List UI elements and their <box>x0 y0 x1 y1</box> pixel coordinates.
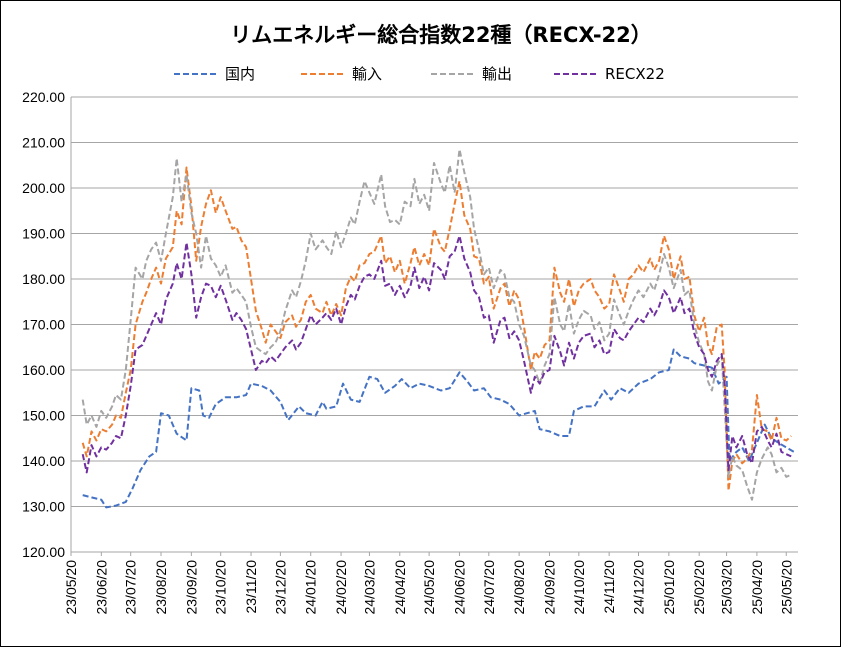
y-tick-label: 210.00 <box>22 135 65 151</box>
legend-label: 輸入 <box>352 65 382 83</box>
y-tick-label: 120.00 <box>22 544 65 560</box>
x-tick-label: 25/03/20 <box>719 560 735 615</box>
series-line <box>81 148 792 501</box>
x-tick-label: 25/04/20 <box>749 560 765 615</box>
legend-label: RECX22 <box>605 65 665 83</box>
chart-title: リムエネルギー総合指数22種（RECX-22） <box>230 23 652 47</box>
x-tick-label: 23/12/20 <box>272 560 288 615</box>
x-tick-label: 24/03/20 <box>361 560 377 615</box>
x-tick-label: 24/07/20 <box>481 560 497 615</box>
x-tick-label: 24/11/20 <box>601 560 617 614</box>
y-tick-label: 200.00 <box>22 180 65 196</box>
legend-label: 輸出 <box>482 65 512 83</box>
y-tick-label: 170.00 <box>22 317 65 333</box>
x-tick-label: 25/02/20 <box>691 560 707 615</box>
x-axis: 23/05/20 23/06/20 23/07/20 23/08/20 23/09/20… <box>63 551 798 615</box>
x-tick-label: 24/06/20 <box>451 560 467 615</box>
y-tick-label: 180.00 <box>22 271 65 287</box>
x-tick-label: 23/11/20 <box>243 560 259 614</box>
y-tick-label: 150.00 <box>22 408 65 424</box>
y-tick-label: 130.00 <box>22 499 65 515</box>
legend-label: 国内 <box>225 65 255 83</box>
x-tick-label: 25/05/20 <box>778 560 794 615</box>
x-tick-label: 23/05/20 <box>63 560 79 615</box>
x-tick-label: 24/10/20 <box>571 560 587 615</box>
x-tick-label: 23/06/20 <box>93 560 109 615</box>
x-tick-label: 24/12/20 <box>631 560 647 615</box>
x-tick-label: 24/08/20 <box>511 560 527 615</box>
x-tick-label: 23/07/20 <box>123 560 139 615</box>
x-tick-label: 23/09/20 <box>183 560 199 615</box>
x-tick-label: 24/01/20 <box>303 560 319 615</box>
plot-area <box>81 148 795 509</box>
y-axis: 120.00 130.00 140.00 150.00 160.00 170.00 180.… <box>22 89 72 560</box>
x-tick-label: 24/05/20 <box>421 560 437 615</box>
x-tick-label: 24/04/20 <box>392 560 408 615</box>
x-tick-label: 23/10/20 <box>213 560 229 615</box>
series-line <box>82 348 795 509</box>
gridlines <box>71 96 798 507</box>
legend: 国内 輸入 輸出 RECX22 <box>174 65 665 83</box>
x-tick-label: 23/08/20 <box>153 560 169 615</box>
y-tick-label: 220.00 <box>22 89 65 105</box>
series-line <box>81 234 792 474</box>
x-tick-label: 24/09/20 <box>541 560 557 615</box>
y-tick-label: 140.00 <box>22 453 65 469</box>
x-tick-label: 25/01/20 <box>661 560 677 615</box>
series-line <box>81 166 792 492</box>
y-tick-label: 160.00 <box>22 362 65 378</box>
x-tick-label: 24/02/20 <box>333 560 349 615</box>
y-tick-label: 190.00 <box>22 226 65 242</box>
